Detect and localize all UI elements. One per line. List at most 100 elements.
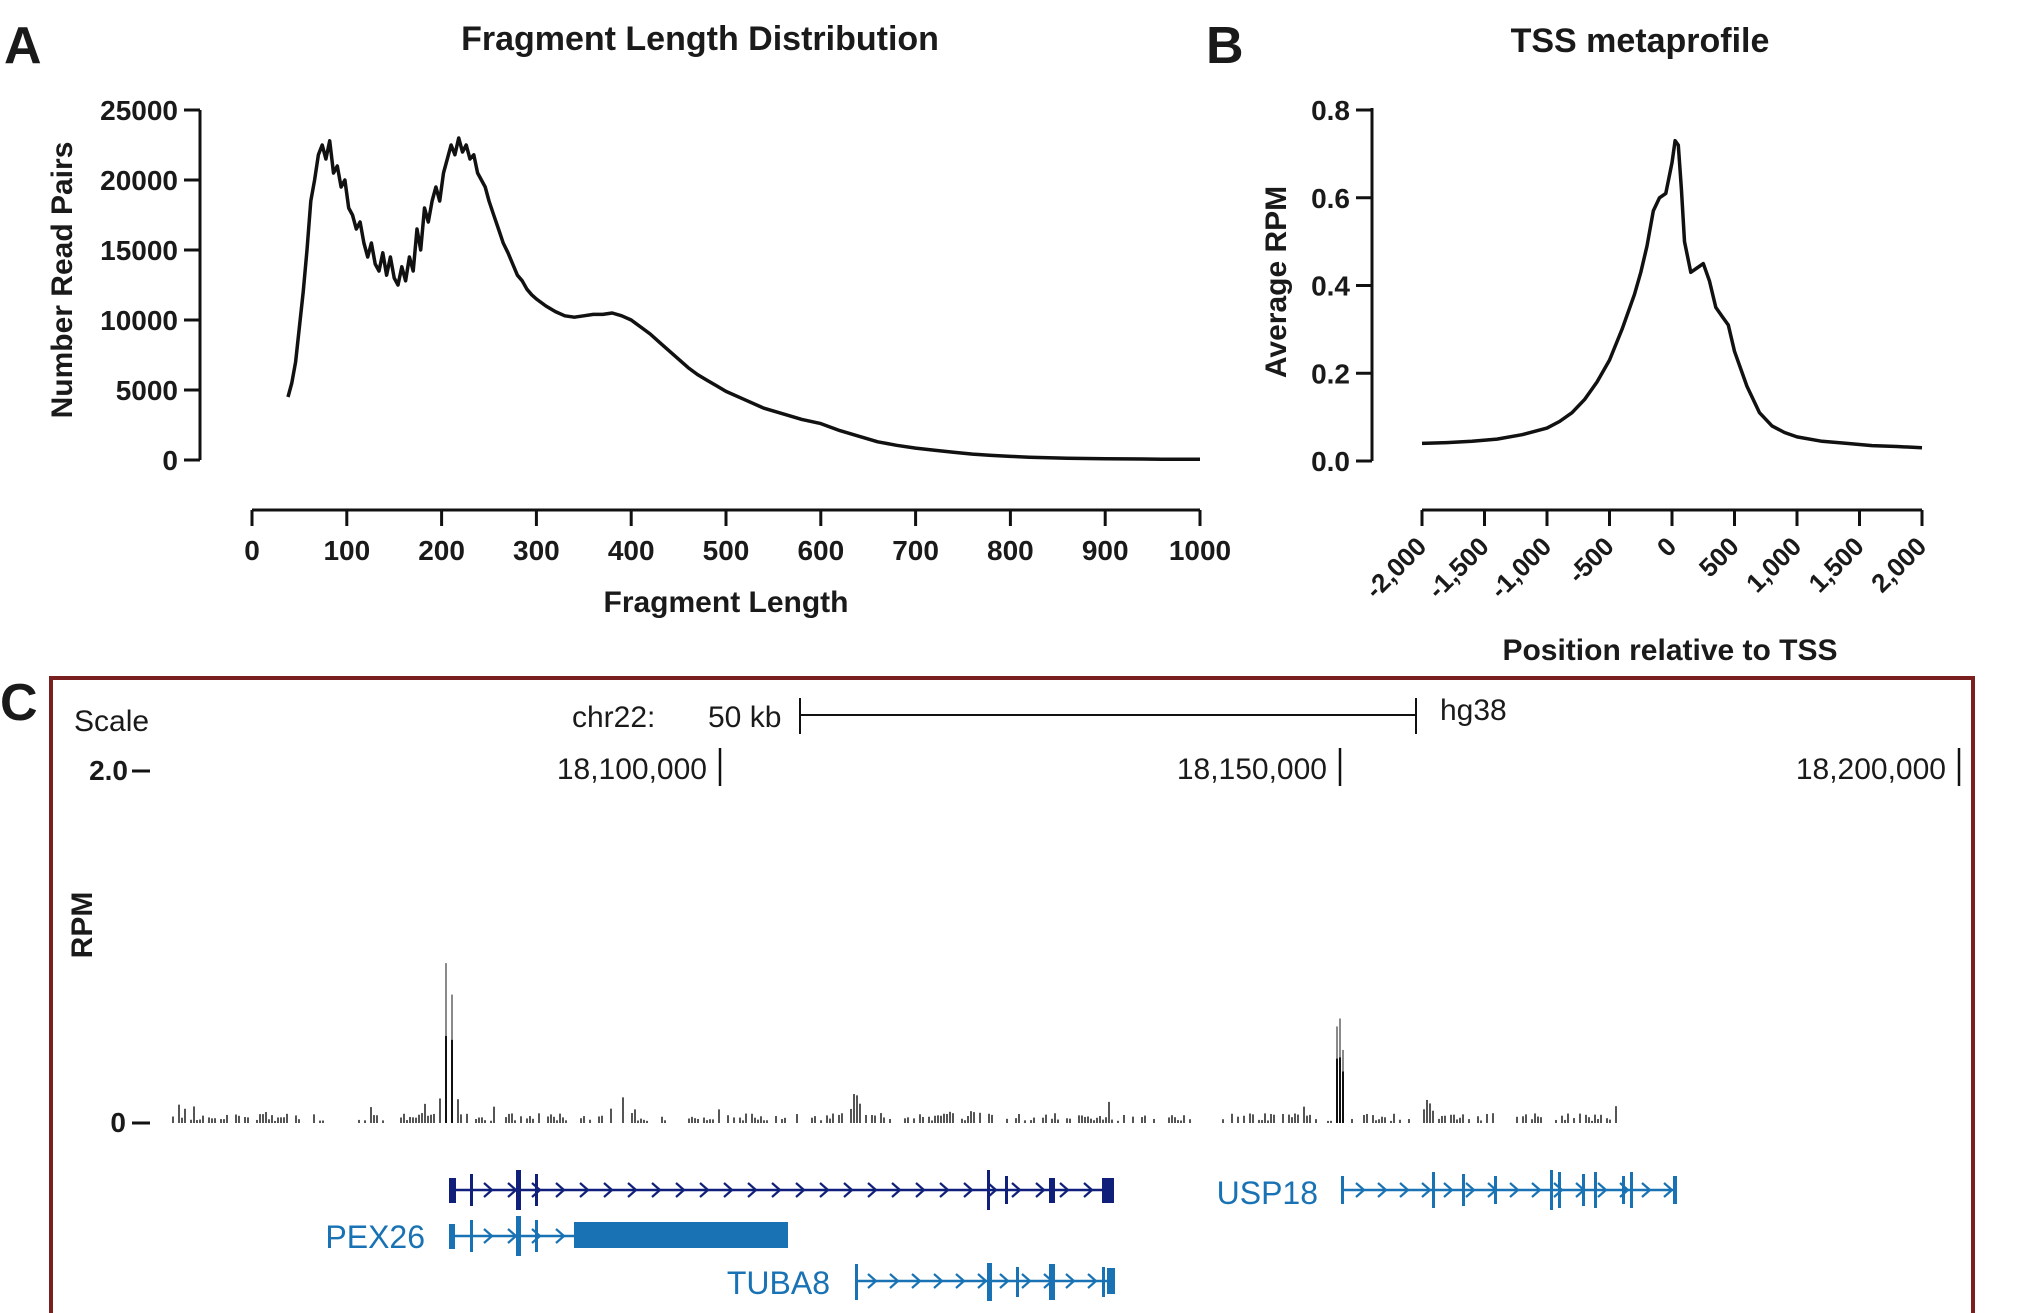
signal-bar bbox=[922, 1116, 924, 1123]
signal-bar bbox=[1108, 1101, 1110, 1123]
signal-bar bbox=[490, 1120, 492, 1123]
signal-bar bbox=[757, 1119, 759, 1123]
signal-bar bbox=[1273, 1114, 1275, 1123]
signal-bar bbox=[1372, 1115, 1374, 1123]
chart-a-xtick-label: 900 bbox=[1082, 535, 1129, 566]
chart-b-ytick-label: 0.2 bbox=[1311, 358, 1350, 389]
signal-bar bbox=[382, 1120, 384, 1123]
signal-bar bbox=[559, 1113, 561, 1123]
signal-bar bbox=[1522, 1116, 1524, 1123]
chart-b-xlabel: Position relative to TSS bbox=[1502, 634, 1837, 667]
signal-bar bbox=[1189, 1119, 1191, 1123]
strand-chevron bbox=[1509, 1182, 1520, 1198]
signal-bar bbox=[691, 1116, 693, 1123]
signal-bar bbox=[754, 1117, 756, 1123]
signal-bar bbox=[220, 1119, 222, 1123]
strand-chevron bbox=[555, 1182, 566, 1198]
scale-bar-label: 50 kb bbox=[708, 701, 781, 734]
signal-bar bbox=[364, 1120, 366, 1123]
gene-model-tuba8: TUBA8 bbox=[727, 1263, 1115, 1301]
signal-bar bbox=[907, 1117, 909, 1123]
signal-bar bbox=[190, 1119, 192, 1123]
chart-a-title: Fragment Length Distribution bbox=[461, 20, 939, 58]
signal-bar bbox=[1366, 1113, 1368, 1123]
signal-bar bbox=[1393, 1113, 1395, 1123]
signal-bar bbox=[178, 1104, 180, 1123]
gene-label-usp18: USP18 bbox=[1217, 1175, 1318, 1211]
chart-b-ylabel: Average RPM bbox=[1260, 186, 1293, 378]
signal-bar bbox=[259, 1114, 261, 1123]
signal-bar bbox=[184, 1108, 186, 1123]
signal-bar bbox=[646, 1120, 648, 1123]
signal-bar bbox=[1597, 1119, 1599, 1123]
signal-bar bbox=[601, 1115, 603, 1123]
strand-chevron bbox=[999, 1273, 1010, 1289]
signal-bar bbox=[1327, 1120, 1329, 1123]
signal-bar bbox=[832, 1113, 834, 1123]
signal-bar bbox=[841, 1113, 843, 1123]
signal-bar bbox=[196, 1120, 198, 1123]
signal-bar bbox=[1390, 1120, 1392, 1123]
signal-bar bbox=[550, 1114, 552, 1123]
signal-bar bbox=[973, 1112, 975, 1123]
signal-bar bbox=[829, 1118, 831, 1123]
chart-a-xtick-label: 1000 bbox=[1169, 535, 1231, 566]
gene-model-usp18: USP18 bbox=[1217, 1170, 1677, 1211]
signal-bar bbox=[418, 1114, 420, 1123]
signal-bar bbox=[1099, 1116, 1101, 1123]
signal-bar bbox=[883, 1117, 885, 1123]
signal-bar bbox=[1183, 1115, 1185, 1123]
signal-bar bbox=[1177, 1120, 1179, 1123]
signal-bar bbox=[703, 1117, 705, 1123]
signal-bar bbox=[1069, 1118, 1071, 1123]
strand-chevron bbox=[1355, 1182, 1366, 1198]
signal-bar bbox=[460, 1114, 462, 1123]
signal-bar bbox=[1171, 1115, 1173, 1123]
signal-bar bbox=[988, 1113, 990, 1123]
signal-bar bbox=[1267, 1120, 1269, 1123]
signal-bar bbox=[745, 1113, 747, 1123]
chart-a: 0 5000 10000 15000 20000 25000 0 100 200 300 400 5… bbox=[46, 95, 1231, 619]
signal-bar bbox=[505, 1117, 507, 1123]
signal-bar bbox=[520, 1116, 522, 1123]
signal-bar bbox=[1531, 1119, 1533, 1123]
assembly-label: hg38 bbox=[1440, 694, 1507, 727]
signal-bar bbox=[1573, 1118, 1575, 1123]
signal-bar bbox=[1093, 1120, 1095, 1123]
signal-bar bbox=[664, 1120, 666, 1123]
signal-bar bbox=[781, 1119, 783, 1123]
signal-bar bbox=[1309, 1114, 1311, 1123]
signal-bar bbox=[484, 1120, 486, 1123]
strand-chevron bbox=[483, 1182, 494, 1198]
signal-bar bbox=[283, 1117, 285, 1123]
chart-a-xtick-label: 500 bbox=[703, 535, 750, 566]
signal-bar bbox=[1408, 1119, 1410, 1123]
signal-bar bbox=[1426, 1099, 1428, 1123]
chart-b-ytick-label: 0.6 bbox=[1311, 183, 1350, 214]
signal-bar bbox=[1525, 1114, 1527, 1123]
signal-bar bbox=[256, 1119, 258, 1123]
chart-a-xlabel: Fragment Length bbox=[604, 586, 849, 619]
chart-a-ytick-label: 10000 bbox=[100, 305, 178, 336]
signal-bar bbox=[961, 1118, 963, 1123]
signal-bar bbox=[1087, 1116, 1089, 1123]
chart-a-ytick-label: 0 bbox=[162, 445, 178, 476]
signal-bar bbox=[871, 1114, 873, 1123]
gene-model-pex26: PEX26 bbox=[325, 1216, 788, 1256]
chart-b-ytick-label: 0.4 bbox=[1311, 271, 1350, 302]
signal-bar bbox=[406, 1120, 408, 1123]
signal-bar bbox=[1084, 1116, 1086, 1123]
signal-bar bbox=[235, 1114, 237, 1123]
signal-bar bbox=[553, 1116, 555, 1123]
chart-a-xtick-label: 0 bbox=[244, 535, 260, 566]
signal-bar-dense bbox=[1339, 1057, 1341, 1123]
strand-chevron bbox=[933, 1273, 944, 1289]
position-label-1: 18,100,000 bbox=[557, 753, 707, 786]
chart-a-xtick-label: 600 bbox=[797, 535, 844, 566]
signal-bar bbox=[1486, 1114, 1488, 1123]
signal-bar bbox=[370, 1107, 372, 1123]
signal-bar bbox=[412, 1117, 414, 1123]
signal-bar bbox=[718, 1109, 720, 1123]
signal-bar bbox=[538, 1113, 540, 1123]
signal-bar bbox=[1180, 1120, 1182, 1123]
